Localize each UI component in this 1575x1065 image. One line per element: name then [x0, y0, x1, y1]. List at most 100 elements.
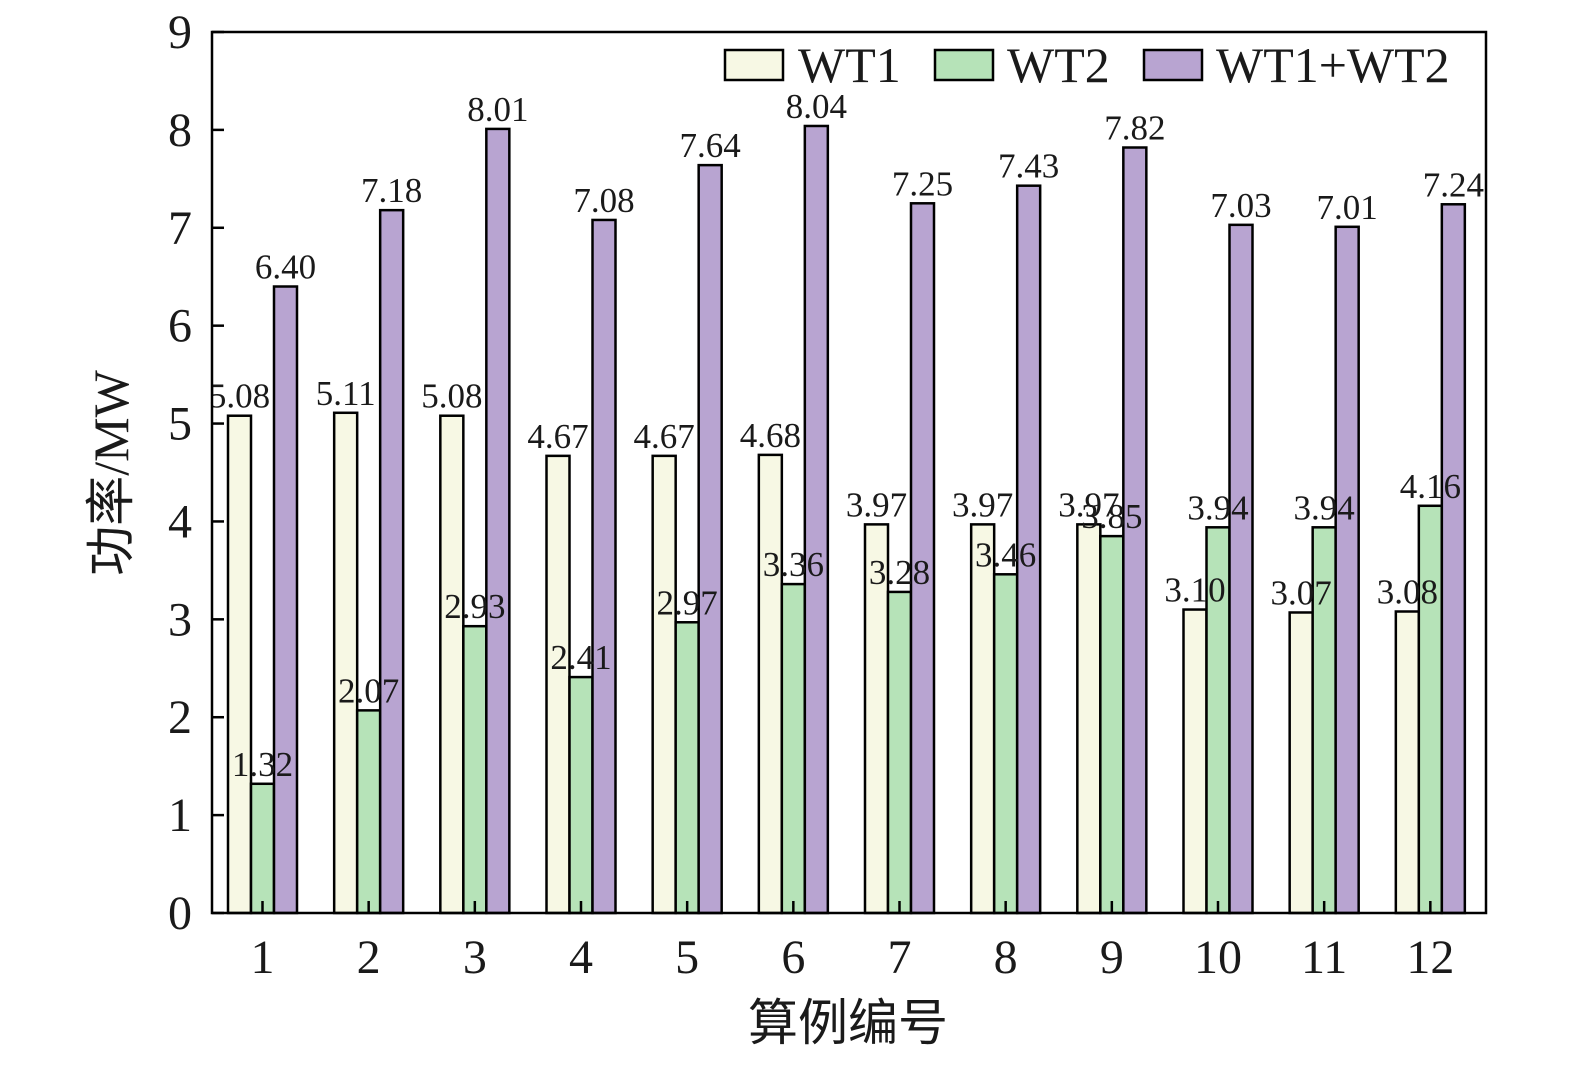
data-label-wt1-10: 3.10	[1164, 571, 1225, 610]
bar-wt1-plus-wt2-2	[378, 208, 405, 915]
legend-swatch-wt1	[723, 48, 785, 82]
y-tick-label-5: 5	[168, 398, 192, 451]
data-label-wt1-plus-wt2-2: 7.18	[361, 171, 422, 210]
bar-wt1-plus-wt2-11	[1334, 225, 1360, 915]
data-label-wt2-3: 2.93	[444, 587, 505, 626]
bar-wt1-plus-wt2-12	[1440, 203, 1467, 915]
data-label-wt1-12: 3.08	[1377, 573, 1438, 612]
data-label-wt1-8: 3.97	[952, 485, 1013, 524]
bar-wt2-2	[355, 709, 382, 915]
x-tick-label-5: 5	[675, 931, 699, 984]
y-tick-label-4: 4	[168, 495, 192, 548]
bars-layer	[226, 124, 1467, 915]
legend-label-wt1: WT1	[798, 37, 901, 93]
bar-wt1-plus-wt2-1	[272, 285, 299, 915]
data-label-wt2-8: 3.46	[975, 535, 1036, 574]
data-label-wt1-plus-wt2-9: 7.82	[1104, 109, 1165, 148]
bar-wt1-plus-wt2-10	[1228, 223, 1254, 915]
y-tick-label-9: 9	[168, 6, 192, 59]
data-label-wt2-4: 2.41	[550, 638, 611, 677]
bar-wt1-11	[1288, 611, 1314, 915]
data-label-wt1-plus-wt2-11: 7.01	[1317, 188, 1378, 227]
bar-wt1-12	[1394, 610, 1421, 915]
bar-wt2-4	[568, 675, 594, 915]
x-tick-label-6: 6	[781, 931, 805, 984]
x-tick-label-2: 2	[357, 931, 381, 984]
x-axis-title: 算例编号	[748, 995, 948, 1051]
data-label-wt1-7: 3.97	[846, 485, 907, 524]
bar-wt2-1	[249, 782, 276, 915]
bar-wt1-3	[439, 414, 465, 915]
bar-wt1-5	[651, 454, 677, 915]
bar-wt1-plus-wt2-4	[591, 218, 617, 915]
bar-wt1-plus-wt2-5	[697, 163, 723, 915]
x-tick-label-4: 4	[569, 931, 593, 984]
data-label-wt1-1: 5.08	[209, 377, 270, 416]
bar-wt1-1	[226, 414, 253, 915]
data-label-wt1-11: 3.07	[1271, 573, 1332, 612]
y-tick-label-2: 2	[168, 691, 192, 744]
x-tick-label-8: 8	[994, 931, 1018, 984]
data-label-wt2-12: 4.16	[1400, 467, 1461, 506]
bar-wt2-5	[674, 621, 700, 915]
data-label-wt2-6: 3.36	[763, 545, 824, 584]
data-label-wt2-1: 1.32	[232, 745, 293, 784]
bar-wt2-9	[1099, 534, 1125, 915]
plot-frame	[210, 30, 1488, 915]
x-tick-label-12: 12	[1406, 931, 1454, 984]
data-label-wt1-plus-wt2-6: 8.04	[786, 87, 847, 126]
data-label-wt1-plus-wt2-1: 6.40	[255, 248, 316, 287]
data-label-wt1-plus-wt2-5: 7.64	[680, 126, 741, 165]
legend-swatch-wt1-plus-wt2	[1142, 48, 1204, 82]
data-label-wt2-9: 3.85	[1081, 497, 1142, 536]
data-label-wt2-11: 3.94	[1294, 488, 1355, 527]
y-tick-label-1: 1	[168, 789, 192, 842]
x-tick-label-3: 3	[463, 931, 487, 984]
x-tick-label-11: 11	[1301, 931, 1347, 984]
bar-wt1-6	[757, 453, 784, 915]
legend-swatch-wt2	[933, 48, 995, 82]
data-label-wt2-10: 3.94	[1187, 488, 1248, 527]
legend: WT1 WT2 WT1+WT2	[723, 37, 1450, 93]
x-tick-label-9: 9	[1100, 931, 1124, 984]
bar-wt1-10	[1182, 608, 1208, 915]
bar-wt2-7	[886, 590, 913, 915]
data-label-wt1-plus-wt2-8: 7.43	[998, 147, 1059, 186]
x-tick-label-7: 7	[888, 931, 912, 984]
data-label-wt1-9: 3.97	[1058, 485, 1119, 524]
data-label-wt1-plus-wt2-10: 7.03	[1210, 186, 1271, 225]
bar-wt1-4	[545, 454, 571, 915]
bar-wt1-9	[1076, 523, 1102, 915]
data-labels-layer: 5.08 5.11 5.08 4.67 4.67 4.68 3.97 3.97 3.97 3.10…	[209, 87, 1484, 784]
data-label-wt2-7: 3.28	[869, 553, 930, 592]
x-tick-label-10: 10	[1194, 931, 1242, 984]
legend-label-wt1-plus-wt2: WT1+WT2	[1216, 37, 1450, 93]
data-label-wt2-2: 2.07	[338, 671, 399, 710]
data-label-wt1-plus-wt2-7: 7.25	[892, 164, 953, 203]
legend-label-wt2: WT2	[1007, 37, 1110, 93]
bar-wt2-6	[780, 582, 807, 915]
data-label-wt1-plus-wt2-4: 7.08	[573, 181, 634, 220]
y-tick-label-0: 0	[168, 887, 192, 940]
y-tick-label-8: 8	[168, 104, 192, 157]
y-axis-title: 功率/MW	[83, 369, 139, 575]
y-tick-label-3: 3	[168, 593, 192, 646]
bar-wt2-8	[992, 573, 1019, 915]
y-tick-label-7: 7	[168, 202, 192, 255]
bar-wt1-plus-wt2-6	[803, 124, 830, 915]
bar-wt2-12	[1417, 504, 1444, 915]
data-label-wt1-4: 4.67	[527, 417, 588, 456]
axes-layer	[210, 30, 1488, 915]
data-label-wt1-2: 5.11	[316, 374, 376, 413]
bar-wt1-plus-wt2-3	[485, 127, 511, 915]
data-label-wt1-3: 5.08	[421, 377, 482, 416]
y-tick-label-6: 6	[168, 300, 192, 353]
data-label-wt1-plus-wt2-3: 8.01	[467, 90, 528, 129]
data-label-wt1-plus-wt2-12: 7.24	[1423, 165, 1484, 204]
bar-wt2-3	[462, 624, 488, 915]
bar-wt1-8	[969, 523, 996, 915]
data-label-wt2-5: 2.97	[657, 583, 718, 622]
x-tick-label-1: 1	[251, 931, 275, 984]
